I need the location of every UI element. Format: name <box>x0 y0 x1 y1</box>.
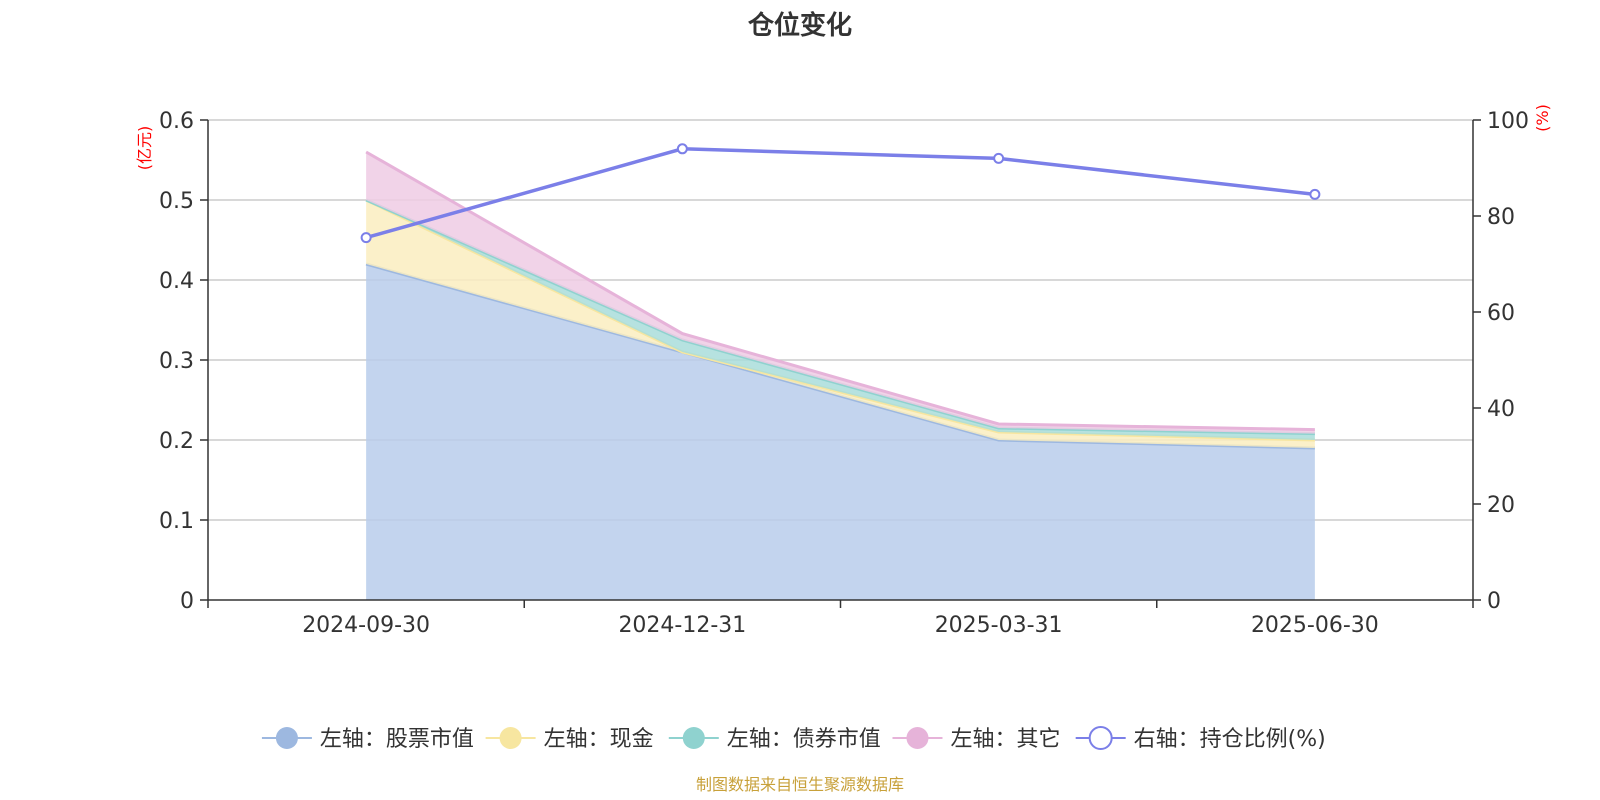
right-tick-label: 80 <box>1487 205 1515 230</box>
left-tick-label: 0.6 <box>159 109 194 134</box>
axes: 0 0.1 0.2 0.3 0.4 0.5 0.6 0 20 40 60 80 100 2024-09-3… <box>159 109 1529 638</box>
legend-item-0[interactable]: 左轴：股票市值 <box>261 727 474 752</box>
ratio-point <box>360 232 372 244</box>
ratio-point <box>676 143 688 155</box>
legend-label: 右轴：持仓比例(%) <box>1134 727 1326 752</box>
left-axis-unit: (亿元) <box>135 126 154 171</box>
left-tick-label: 0.1 <box>159 509 194 534</box>
ratio-point <box>1309 188 1321 200</box>
right-tick-label: 60 <box>1487 301 1515 326</box>
ratio-point <box>993 152 1005 164</box>
legend-label: 左轴：股票市值 <box>320 727 474 752</box>
right-tick-label: 0 <box>1487 589 1501 614</box>
right-tick-label: 40 <box>1487 397 1515 422</box>
x-tick-label: 2024-09-30 <box>302 613 430 638</box>
legend-label: 左轴：债券市值 <box>727 727 881 752</box>
left-tick-label: 0.5 <box>159 189 194 214</box>
area-series-0 <box>366 264 1315 600</box>
right-axis-unit: (%) <box>1533 104 1552 132</box>
legend-item-1[interactable]: 左轴：现金 <box>485 727 654 752</box>
legend-item-4[interactable]: 右轴：持仓比例(%) <box>1075 726 1326 752</box>
legend-swatch-dot <box>682 727 705 749</box>
left-tick-label: 0.2 <box>159 429 194 454</box>
stacked-areas <box>365 150 1315 600</box>
right-tick-label: 100 <box>1487 109 1529 134</box>
legend-item-2[interactable]: 左轴：债券市值 <box>668 727 881 752</box>
legend-swatch-dot <box>1088 726 1113 750</box>
legend-swatch-dot <box>906 727 929 749</box>
x-tick-label: 2025-06-30 <box>1251 613 1379 638</box>
left-tick-label: 0.3 <box>159 349 194 374</box>
area-series-edge-3 <box>365 150 1315 432</box>
left-tick-label: 0 <box>180 589 194 614</box>
legend-item-3[interactable]: 左轴：其它 <box>892 727 1060 752</box>
area-series-2 <box>366 200 1315 440</box>
right-tick-label: 20 <box>1487 493 1515 518</box>
holding-ratio-line <box>360 143 1321 244</box>
source-note: 制图数据来自恒生聚源数据库 <box>696 775 904 794</box>
x-tick-label: 2024-12-31 <box>618 613 746 638</box>
legend-swatch-dot <box>275 727 298 749</box>
left-tick-label: 0.4 <box>159 269 194 294</box>
chart-title: 仓位变化 <box>747 10 852 41</box>
x-tick-label: 2025-03-31 <box>935 613 1063 638</box>
legend-swatch-dot <box>499 727 522 749</box>
legend-label: 左轴：其它 <box>950 727 1060 752</box>
legend[interactable]: 左轴：股票市值 左轴：现金 左轴：债券市值 左轴：其它 右轴：持仓比例(%) <box>261 726 1326 752</box>
ratio-line-path <box>365 147 1316 240</box>
legend-label: 左轴：现金 <box>544 727 654 752</box>
